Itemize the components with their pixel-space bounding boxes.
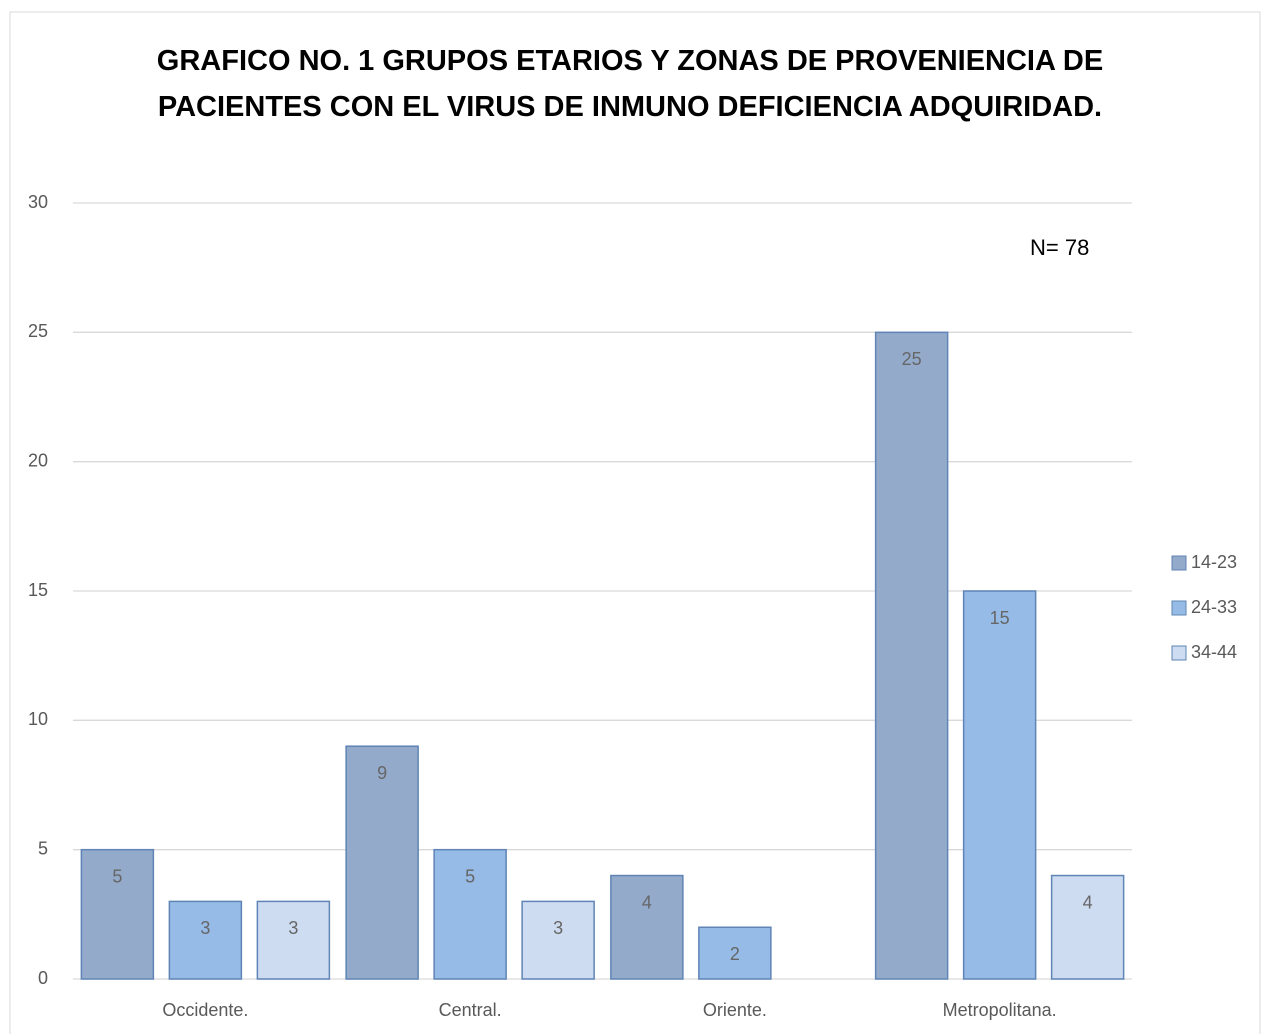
bar	[874, 331, 949, 980]
x-tick-label: Occidente.	[162, 1000, 248, 1020]
bar	[168, 900, 243, 980]
bar	[962, 590, 1037, 980]
chart-title: GRAFICO NO. 1 GRUPOS ETARIOS Y ZONAS DE …	[156, 45, 1104, 123]
legend-label: 34-44	[1191, 642, 1237, 662]
data-label: 3	[200, 918, 210, 938]
x-tick-label: Oriente.	[703, 1000, 767, 1020]
data-label: 4	[1083, 892, 1093, 912]
legend-swatch	[1171, 645, 1187, 661]
y-tick-label: 30	[28, 192, 48, 212]
y-tick-label: 5	[38, 838, 48, 858]
bar	[610, 874, 684, 980]
bar	[80, 848, 155, 980]
legend-swatch	[1171, 555, 1187, 571]
data-label: 9	[377, 763, 387, 783]
data-label: 2	[730, 944, 740, 964]
bar	[433, 848, 507, 980]
legend-label: 24-33	[1191, 597, 1237, 617]
legend-swatch	[1171, 600, 1187, 616]
data-label: 15	[990, 608, 1010, 628]
x-tick-label: Central.	[439, 1000, 502, 1020]
bar	[698, 926, 772, 980]
frame	[9, 11, 1261, 1034]
x-tick-label: Metropolitana.	[943, 1000, 1057, 1020]
data-label: 25	[902, 349, 922, 369]
bar	[521, 900, 595, 980]
data-label: 3	[288, 918, 298, 938]
data-label: 4	[642, 892, 652, 912]
y-tick-label: 25	[28, 321, 48, 341]
data-label: 5	[112, 866, 122, 886]
bar	[345, 745, 419, 980]
y-tick-label: 10	[28, 709, 48, 729]
annotation: N= 78	[1030, 235, 1089, 260]
legend-label: 14-23	[1191, 552, 1237, 572]
y-tick-label: 15	[28, 580, 48, 600]
y-tick-label: 20	[28, 450, 48, 470]
bar	[256, 900, 331, 980]
bar	[1050, 874, 1125, 980]
data-label: 5	[465, 866, 475, 886]
y-tick-label: 0	[38, 968, 48, 988]
data-label: 3	[553, 918, 563, 938]
